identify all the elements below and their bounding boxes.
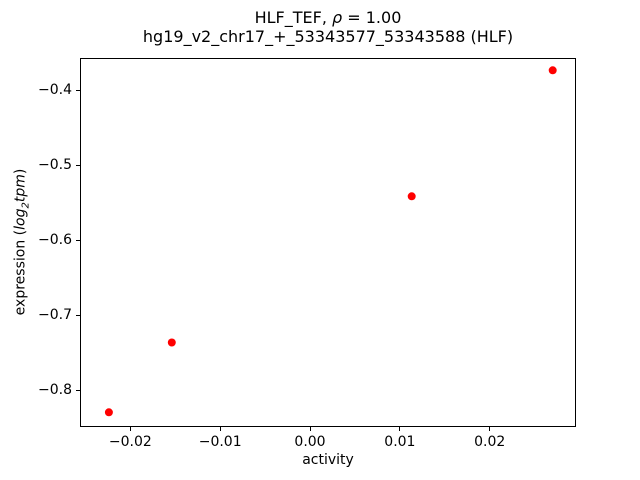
- title-rho-value: = 1.00: [342, 8, 402, 27]
- x-tick-mark: [489, 427, 491, 431]
- y-label-sub: 2: [20, 202, 32, 209]
- x-tick-mark: [399, 427, 401, 431]
- y-tick-mark: [76, 89, 80, 91]
- x-tick-label: −0.01: [198, 434, 242, 450]
- y-tick-label: −0.4: [38, 82, 72, 99]
- x-tick-label: 0.01: [384, 434, 416, 450]
- plot-area: [80, 58, 576, 427]
- x-tick-mark: [219, 427, 221, 431]
- chart-title-line2: hg19_v2_chr17_+_53343577_53343588 (HLF): [142, 27, 514, 46]
- title-rho-symbol: ρ: [332, 8, 343, 27]
- x-tick-label: 0.00: [294, 434, 326, 450]
- data-point: [167, 338, 176, 347]
- title-text: HLF_TEF,: [254, 8, 333, 27]
- y-tick-label: −0.6: [38, 232, 72, 249]
- x-tick-mark: [129, 427, 131, 431]
- y-label-tpm: tpm: [12, 174, 29, 203]
- x-axis-label: activity: [302, 452, 354, 468]
- x-tick-label: −0.02: [108, 434, 152, 450]
- y-label-log: log: [12, 208, 29, 230]
- y-tick-mark: [76, 314, 80, 316]
- x-tick-label: 0.02: [474, 434, 506, 450]
- data-point: [104, 408, 113, 417]
- chart-title-line1: HLF_TEF, ρ = 1.00: [80, 8, 576, 27]
- scatter-points-layer: [104, 66, 557, 417]
- data-point: [407, 192, 416, 201]
- y-label-math: log2tpm: [12, 174, 32, 230]
- y-tick-mark: [76, 389, 80, 391]
- data-point: [548, 66, 557, 75]
- y-tick-label: −0.7: [38, 307, 72, 324]
- y-tick-label: −0.5: [38, 157, 72, 174]
- chart-title: HLF_TEF, ρ = 1.00 hg19_v2_chr17_+_533435…: [80, 8, 576, 46]
- x-tick-mark: [309, 427, 311, 431]
- y-tick-label: −0.8: [38, 382, 72, 399]
- y-tick-mark: [76, 164, 80, 166]
- y-tick-mark: [76, 239, 80, 241]
